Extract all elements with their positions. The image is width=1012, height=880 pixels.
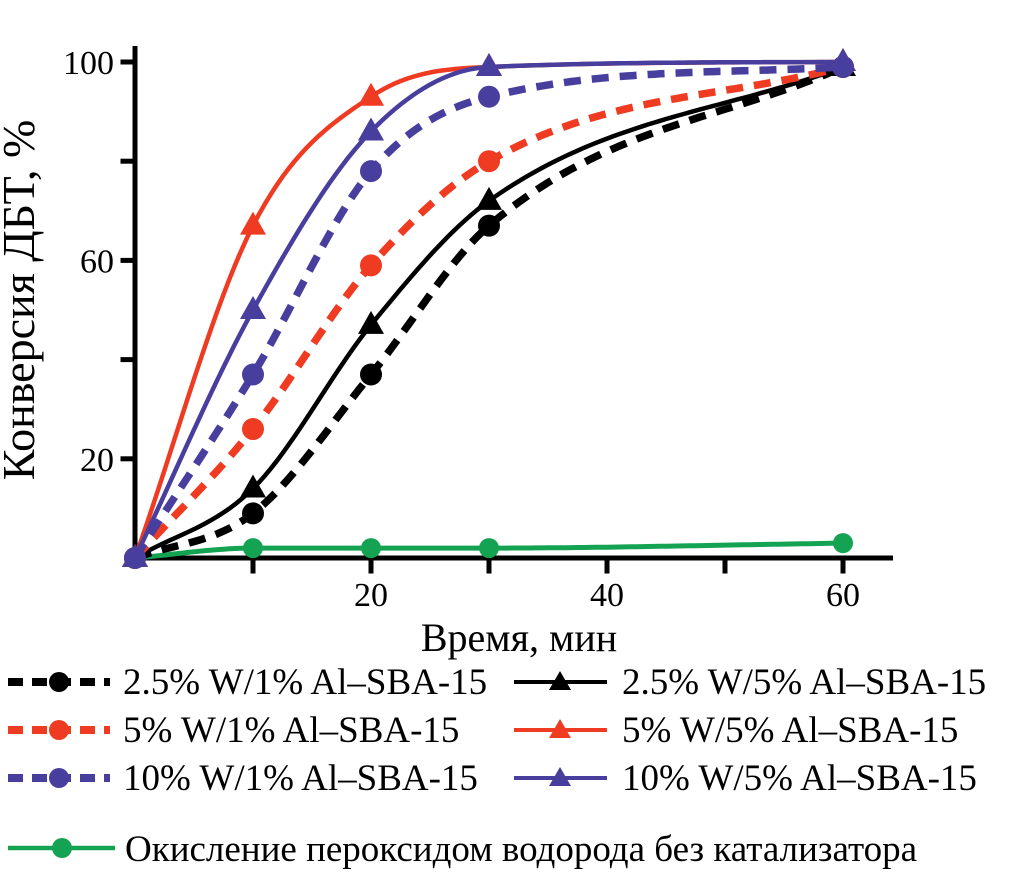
series-line-1 [133,64,844,560]
x-tick-label: 40 [590,577,624,614]
data-point-marker [358,117,384,141]
data-point-marker [476,186,502,210]
legend-swatch-red-dashed-circle [8,720,110,740]
data-point-marker [478,150,500,173]
legend-marker [49,768,69,788]
legend-swatch-black-dashed-circle [8,672,110,692]
legend-swatch-black-solid-triangle [514,671,607,690]
legend-item-no-catalyst: Окисление пероксидом водорода без катали… [8,829,917,870]
legend-label: 2.5% W/5% Al–SBA-15 [622,662,986,703]
series-line-4 [131,63,844,561]
legend: 2.5% W/1% Al–SBA-15 2.5% W/5% Al–SBA-15 … [8,662,986,870]
legend-item-5w-1al: 5% W/1% Al–SBA-15 [8,710,459,751]
legend-label: 5% W/1% Al–SBA-15 [123,710,459,751]
data-point-marker [360,254,382,277]
data-point-marker [240,296,266,319]
y-tick-label: 100 [63,45,114,82]
x-tick-label: 60 [826,577,860,614]
legend-marker [549,671,571,690]
legend-label: 10% W/5% Al–SBA-15 [622,758,977,799]
data-point-marker [360,160,382,183]
series-markers-1 [122,52,856,567]
legend-item-2.5w-5al: 2.5% W/5% Al–SBA-15 [514,662,986,703]
series-line-3 [132,59,843,559]
data-point-marker [240,211,266,235]
series-markers-3 [122,48,856,567]
legend-item-10w-5al: 10% W/5% Al–SBA-15 [514,758,977,799]
legend-marker [49,720,69,740]
legend-swatch-purple-dashed-circle [8,768,110,788]
data-point-marker [242,418,264,441]
data-point-marker [478,214,500,237]
series-markers-0 [124,55,854,569]
legend-swatch-red-solid-triangle [514,719,607,738]
legend-swatch-purple-solid-triangle [514,767,607,786]
data-point-marker [830,48,856,71]
legend-label: 10% W/1% Al–SBA-15 [123,758,478,799]
legend-item-5w-5al: 5% W/5% Al–SBA-15 [514,710,958,751]
data-point-marker [361,538,381,559]
data-point-marker [242,363,264,386]
legend-marker [52,838,72,858]
legend-item-2.5w-1al: 2.5% W/1% Al–SBA-15 [8,662,487,703]
legend-marker [549,719,571,738]
data-point-marker [243,538,263,559]
legend-label: 2.5% W/1% Al–SBA-15 [123,662,487,703]
x-tick-label: 20 [354,577,388,614]
legend-label: Окисление пероксидом водорода без катали… [125,829,917,870]
series-line-2 [132,63,844,561]
axes: 20 60 100 20 40 60 [63,45,893,614]
data-point-marker [833,533,853,554]
data-point-marker [479,538,499,559]
data-point-marker [358,82,384,106]
y-axis-label: Конверсия ДБТ, % [0,120,44,481]
data-point-marker [240,474,266,498]
series-markers-2 [124,55,854,569]
series-markers [122,48,856,569]
series-curves [131,59,845,562]
legend-swatch-green-solid-circle [8,838,115,858]
legend-marker [549,767,571,786]
data-point-marker [478,85,500,108]
data-point-marker [122,544,148,567]
data-point-marker [358,310,384,334]
x-axis-label: Время, мин [421,615,617,660]
legend-label: 5% W/5% Al–SBA-15 [622,710,958,751]
legend-marker [49,672,69,692]
series-markers-4 [124,55,854,569]
series-line-5 [132,59,843,559]
data-point-marker [242,502,264,525]
series-line-0 [133,63,845,562]
y-tick-label: 20 [80,442,114,479]
data-point-marker [360,363,382,386]
y-tick-label: 60 [80,243,114,280]
legend-item-10w-1al: 10% W/1% Al–SBA-15 [8,758,478,799]
data-point-marker [476,52,502,76]
series-markers-5 [122,48,856,567]
